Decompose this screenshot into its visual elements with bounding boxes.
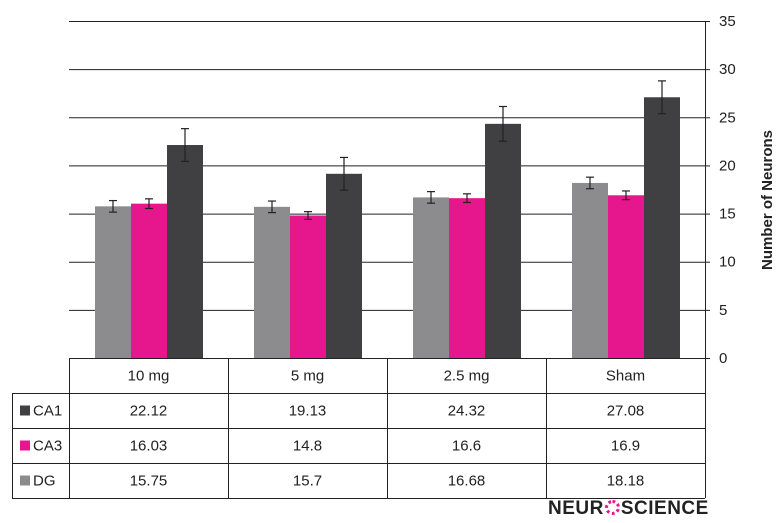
bar-ca3: [449, 198, 485, 358]
legend-label: CA1: [33, 403, 62, 420]
bar-dg: [254, 206, 290, 358]
legend-swatch-dg: [20, 475, 30, 486]
table-cell: 19.13: [289, 403, 327, 420]
bar-ca3: [131, 203, 167, 358]
bar-dg: [572, 182, 608, 358]
table-cell: 15.7: [293, 473, 322, 490]
y-tick-label: 20: [719, 157, 736, 174]
legend-swatch-ca3: [20, 440, 30, 451]
table-cell: 24.32: [448, 403, 486, 420]
category-label: 2.5 mg: [444, 368, 490, 385]
bar-dg: [413, 197, 449, 358]
y-tick-label: 10: [719, 254, 736, 271]
bar-ca1: [644, 97, 680, 358]
table-cell: 18.18: [607, 473, 645, 490]
table-cell: 27.08: [607, 403, 645, 420]
y-tick-label: 25: [719, 109, 736, 126]
gear-icon: [604, 500, 620, 515]
table-cell: 16.9: [611, 438, 640, 455]
legend-label: CA3: [33, 438, 62, 455]
neuroscience-logo: NEUR SCIENCE: [548, 498, 709, 519]
legend-label: DG: [33, 473, 56, 490]
y-tick-label: 35: [719, 13, 736, 30]
y-axis-title: Number of Neurons: [759, 130, 776, 270]
bar-ca1: [326, 173, 362, 358]
category-label: Sham: [606, 368, 645, 385]
y-tick-label: 5: [719, 302, 727, 319]
table-cell: 22.12: [130, 403, 168, 420]
y-tick-label: 15: [719, 206, 736, 223]
error-bars: [109, 80, 666, 220]
table-cell: 14.8: [293, 438, 322, 455]
category-label: 5 mg: [291, 368, 324, 385]
data-table: 10 mg 5 mg 2.5 mg Sham CA1 22.12 19.13 24.32 27.…: [12, 358, 706, 499]
category-label: 10 mg: [128, 368, 170, 385]
y-tick-label: 0: [719, 350, 727, 367]
bar-ca3: [290, 215, 326, 358]
bar-ca1: [167, 145, 203, 358]
y-axis: 0 5 10 15 20 25 30 35: [705, 13, 736, 367]
bars: [95, 97, 680, 358]
bar-ca3: [608, 195, 644, 358]
table-cell: 16.03: [130, 438, 168, 455]
table-cell: 16.6: [452, 438, 481, 455]
table-cell: 15.75: [130, 473, 168, 490]
bar-ca1: [485, 123, 521, 358]
y-tick-label: 30: [719, 61, 736, 78]
table-cell: 16.68: [448, 473, 486, 490]
legend-swatch-ca1: [20, 405, 30, 416]
bar-dg: [95, 206, 131, 358]
